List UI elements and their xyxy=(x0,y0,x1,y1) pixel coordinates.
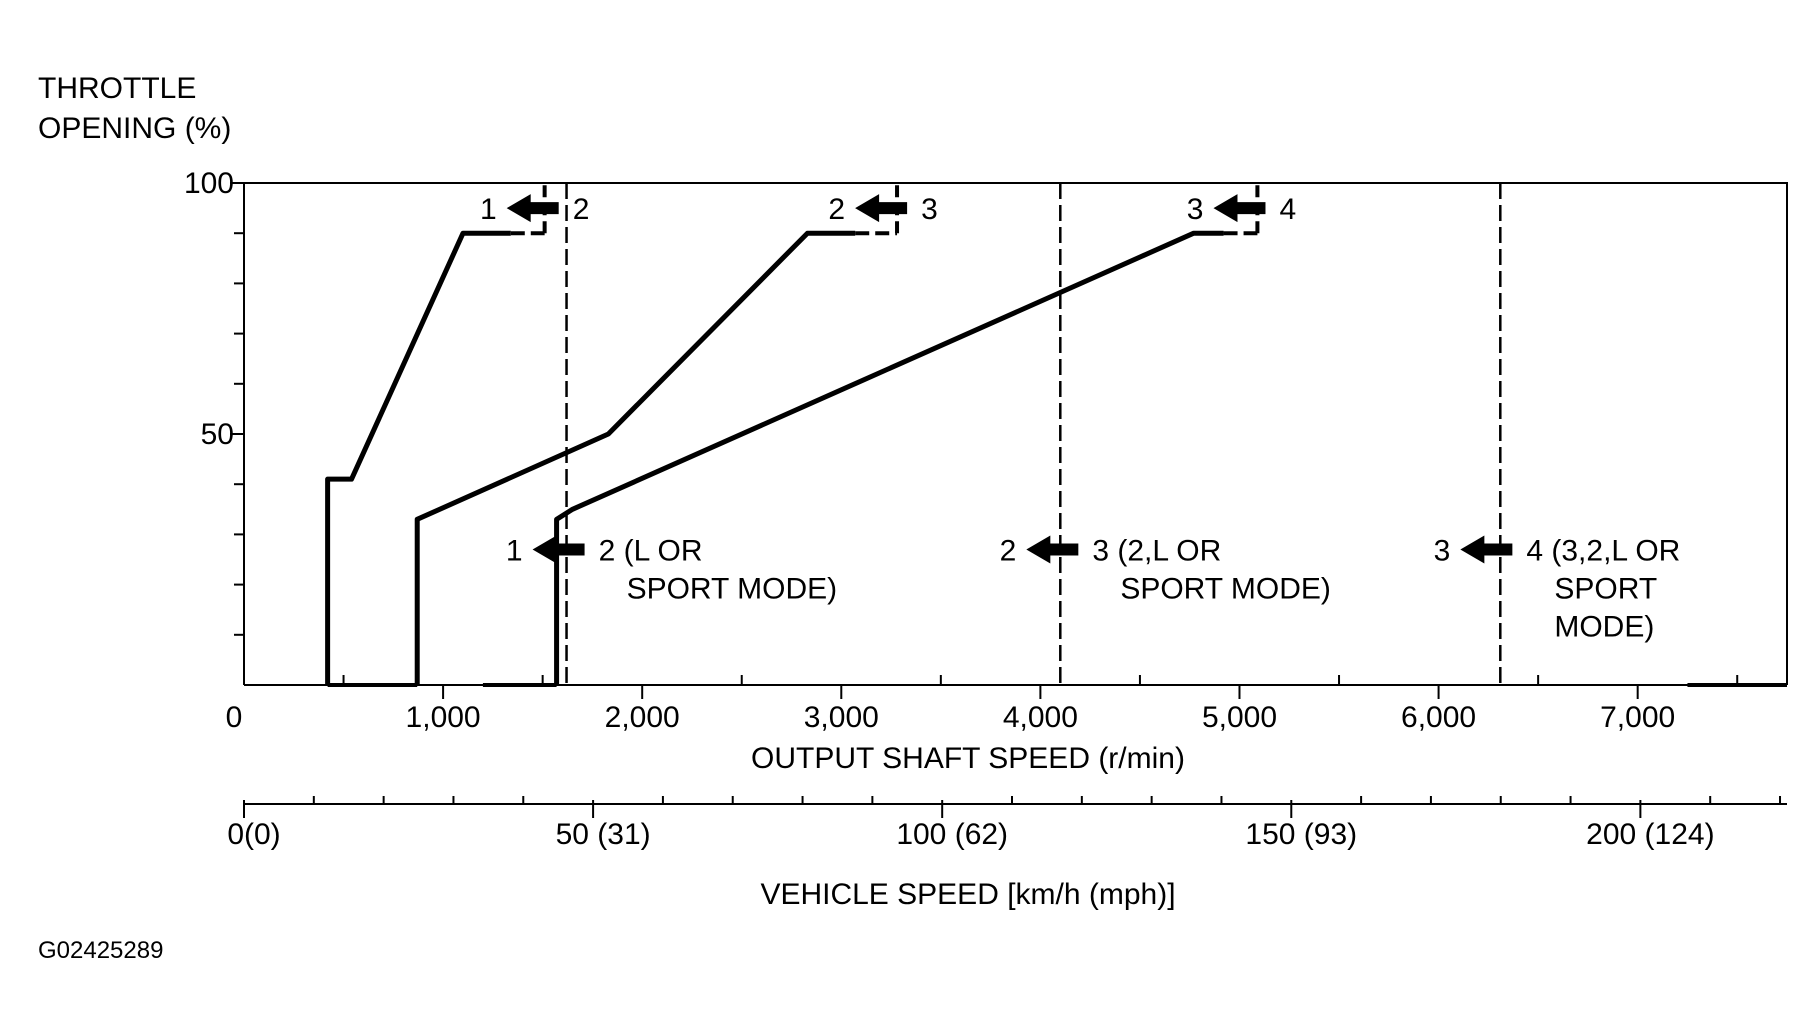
annotation-to-label: 3 xyxy=(921,193,938,226)
x-tick-label: 6,000 xyxy=(1401,701,1476,734)
x-tick-label: 4,000 xyxy=(1003,701,1078,734)
arrow-left-icon xyxy=(855,194,908,223)
x2-tick-label: 50 (31) xyxy=(556,818,651,851)
annotation-continuation: MODE) xyxy=(1554,610,1654,643)
arrow-left-icon xyxy=(1460,535,1513,564)
arrow-left-icon xyxy=(1026,535,1079,564)
annotation-from-label: 2 xyxy=(828,193,845,226)
annotation-to-label: 3 (2,L OR xyxy=(1092,534,1221,567)
x2-axis-title: VEHICLE SPEED [km/h (mph)] xyxy=(760,878,1175,911)
series-layer xyxy=(325,183,1787,687)
annotation-from-label: 1 xyxy=(506,534,523,567)
axes-layer: 100 50 0 1,000 2,000 3,000 4,000 5,000 6,000 7,00… xyxy=(184,167,1788,851)
x-tick-label: 0 xyxy=(226,701,243,734)
arrow-left-icon xyxy=(506,194,559,223)
upshift-line-1 xyxy=(325,230,511,685)
figure-id: G02425289 xyxy=(38,937,163,964)
annotation-from-label: 3 xyxy=(1434,534,1451,567)
annotation-from-label: 3 xyxy=(1187,193,1204,226)
annotation-continuation: SPORT MODE) xyxy=(627,572,838,605)
shift-annotation-6: 3 4 (3,2,L OR SPORT MODE) xyxy=(1434,534,1681,643)
x-tick-label: 3,000 xyxy=(804,701,879,734)
upshift-line-2 xyxy=(414,230,856,685)
annotation-to-label: 2 xyxy=(573,193,590,226)
y-axis-title-line-2: OPENING (%) xyxy=(38,112,231,145)
y-axis-title-line-1: THROTTLE xyxy=(38,72,196,105)
x-tick-label: 1,000 xyxy=(406,701,481,734)
annotation-to-label: 2 (L OR xyxy=(599,534,703,567)
x2-tick-label: 200 (124) xyxy=(1586,818,1714,851)
y-tick-label: 100 xyxy=(184,167,234,200)
annotation-continuation: SPORT xyxy=(1554,572,1657,605)
shift-annotation-4: 1 2 (L OR SPORT MODE) xyxy=(506,534,837,605)
x-axis-title: OUTPUT SHAFT SPEED (r/min) xyxy=(751,742,1185,775)
x2-tick-label: 0(0) xyxy=(227,818,280,851)
annotation-from-label: 1 xyxy=(480,193,497,226)
x-tick-label: 5,000 xyxy=(1202,701,1277,734)
x-tick-label: 2,000 xyxy=(605,701,680,734)
annotation-continuation: SPORT MODE) xyxy=(1120,572,1331,605)
x2-tick-label: 100 (62) xyxy=(896,818,1008,851)
arrow-left-icon xyxy=(1213,194,1266,223)
y-tick-label: 50 xyxy=(201,418,234,451)
shift-annotation-5: 2 3 (2,L OR SPORT MODE) xyxy=(1000,534,1331,605)
x-tick-label: 7,000 xyxy=(1600,701,1675,734)
annotation-to-label: 4 xyxy=(1279,193,1296,226)
annotation-to-label: 4 (3,2,L OR xyxy=(1526,534,1680,567)
arrow-left-icon xyxy=(532,535,585,564)
x2-tick-label: 150 (93) xyxy=(1245,818,1357,851)
annotation-from-label: 2 xyxy=(1000,534,1017,567)
upshift-line-3 xyxy=(554,230,1224,685)
